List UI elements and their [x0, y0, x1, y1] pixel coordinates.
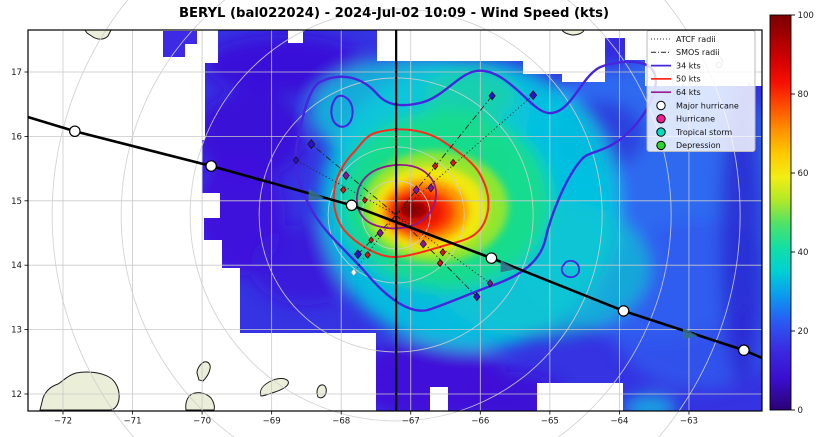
contour-34kts	[294, 60, 657, 312]
chart-title: BERYL (bal022024) - 2024-Jul-02 10:09 - …	[179, 6, 609, 21]
wind-radius-diamond-purple	[427, 183, 435, 193]
track-point-major-hurricane	[345, 199, 358, 212]
legend-sample-major-hurricane	[656, 100, 666, 111]
track-point-major-hurricane	[485, 252, 498, 264]
x-tick-label: −66	[471, 417, 489, 427]
wind-radius-diamond-purple	[412, 185, 420, 195]
storm-track	[27, 115, 763, 360]
track-direction-arrow	[500, 260, 516, 273]
wind-radius-diamond-red	[368, 236, 374, 244]
wind-radius-diamond-blue	[473, 292, 481, 302]
range-ring	[51, 0, 741, 437]
colorbar: 0 20 40 60 80 100	[769, 11, 814, 416]
wind-contours	[294, 60, 657, 312]
island	[561, 29, 585, 36]
legend-label: Hurricane	[676, 115, 715, 124]
wind-radius-diamond-red	[439, 248, 446, 257]
legend-label: Major hurricane	[676, 101, 739, 110]
x-tick-label: −72	[54, 417, 72, 427]
track-point-major-hurricane	[205, 160, 217, 172]
x-tick-label: −64	[610, 417, 628, 427]
colorbar-tick-label: 40	[798, 248, 809, 258]
wind-radius-diamond-red	[436, 259, 444, 268]
x-tick-label: −69	[263, 417, 281, 427]
wind-radii-line-dashdot	[395, 95, 493, 216]
colorbar-tick-label: 20	[798, 327, 809, 337]
legend-sample-depression	[656, 140, 666, 151]
wind-radius-diamond-purple	[419, 239, 427, 249]
contour-64kts	[356, 164, 437, 230]
y-tick-label: 13	[11, 326, 22, 336]
wind-radius-diamond-blue	[529, 90, 538, 101]
legend-label: SMOS radii	[676, 48, 720, 57]
x-tick-label: −65	[541, 417, 559, 427]
wind-radii-line-dashdot	[357, 214, 397, 255]
wind-radius-diamond-blue	[353, 249, 362, 260]
range-ring	[120, 0, 672, 437]
wind-radius-diamond-red	[450, 158, 457, 167]
y-tick-label: 16	[11, 132, 22, 142]
wind-radius-diamond-red	[340, 185, 347, 194]
colorbar-gradient	[769, 14, 792, 411]
x-tick-label: −63	[680, 417, 698, 427]
colorbar-tick-label: 100	[798, 11, 814, 21]
x-tick-label: −70	[193, 417, 211, 427]
legend-label: 34 kts	[676, 61, 701, 70]
wind-radii-line-dotted	[353, 214, 397, 273]
wind-radius-diamond-purple	[376, 228, 384, 238]
legend-sample-tropical-storm	[656, 127, 666, 137]
island	[196, 361, 211, 382]
wind-radius-diamond-red	[364, 250, 371, 259]
colorbar-tick-label: 80	[798, 90, 809, 100]
contour-34kts-closed-pocket	[560, 259, 581, 279]
track-direction-arrow	[682, 327, 698, 340]
wind-radius-diamond-red	[431, 161, 439, 171]
contour-34kts-closed-pocket	[330, 94, 354, 128]
plot-border	[27, 29, 763, 412]
axis-tick-labels: −72 −71 −70 −69 −68 −67 −66 −65 −64 −63 17 16 15 14 13…	[11, 68, 698, 427]
wind-radius-diamond-purple	[342, 171, 350, 181]
contour-50kts	[332, 128, 490, 259]
wind-radius-diamond-blue	[292, 156, 300, 165]
track-direction-arrow	[308, 188, 324, 201]
track-point-major-hurricane	[69, 125, 81, 138]
wind-radii-line-dotted	[395, 94, 534, 216]
x-tick-label: −71	[123, 417, 141, 427]
island	[39, 371, 120, 411]
legend: ATCF radii SMOS radii 34 kts 50 kts 64 kts Ma…	[646, 30, 756, 152]
x-tick-label: −68	[332, 417, 350, 427]
grid-lines	[28, 30, 762, 411]
legend-label: 64 kts	[676, 88, 701, 97]
wind-radii-markers	[292, 90, 538, 302]
y-tick-label: 14	[11, 261, 22, 271]
wind-radii-line-dashdot	[395, 214, 478, 298]
wind-field-patch	[163, 31, 197, 57]
colorbar-tick-label: 60	[798, 169, 809, 179]
legend-label: Depression	[676, 141, 721, 150]
x-tick-label: −67	[402, 417, 420, 427]
island	[185, 392, 215, 411]
range-ring	[189, 8, 603, 422]
track-line	[27, 115, 763, 360]
y-tick-label: 12	[11, 390, 22, 400]
island	[316, 384, 327, 399]
legend-label: 50 kts	[676, 75, 701, 84]
wind-radii-line-dotted	[295, 159, 397, 216]
legend-sample-hurricane	[656, 114, 666, 124]
axis-ticks	[24, 71, 690, 415]
track-point-major-hurricane	[617, 305, 630, 317]
y-tick-label: 15	[11, 197, 22, 207]
wind-radius-diamond-blue	[488, 91, 496, 101]
legend-label: ATCF radii	[676, 35, 716, 44]
wind-radius-diamond-blue	[307, 139, 316, 150]
colorbar-tick-label: 0	[798, 406, 803, 416]
y-tick-label: 17	[11, 68, 22, 78]
wind-radius-diamond-red	[362, 196, 368, 204]
wind-radius-diamond-white	[350, 268, 357, 277]
legend-label: Tropical storm	[675, 128, 732, 137]
track-point-major-hurricane	[738, 344, 750, 357]
wind-radius-diamond-purple	[486, 279, 494, 288]
